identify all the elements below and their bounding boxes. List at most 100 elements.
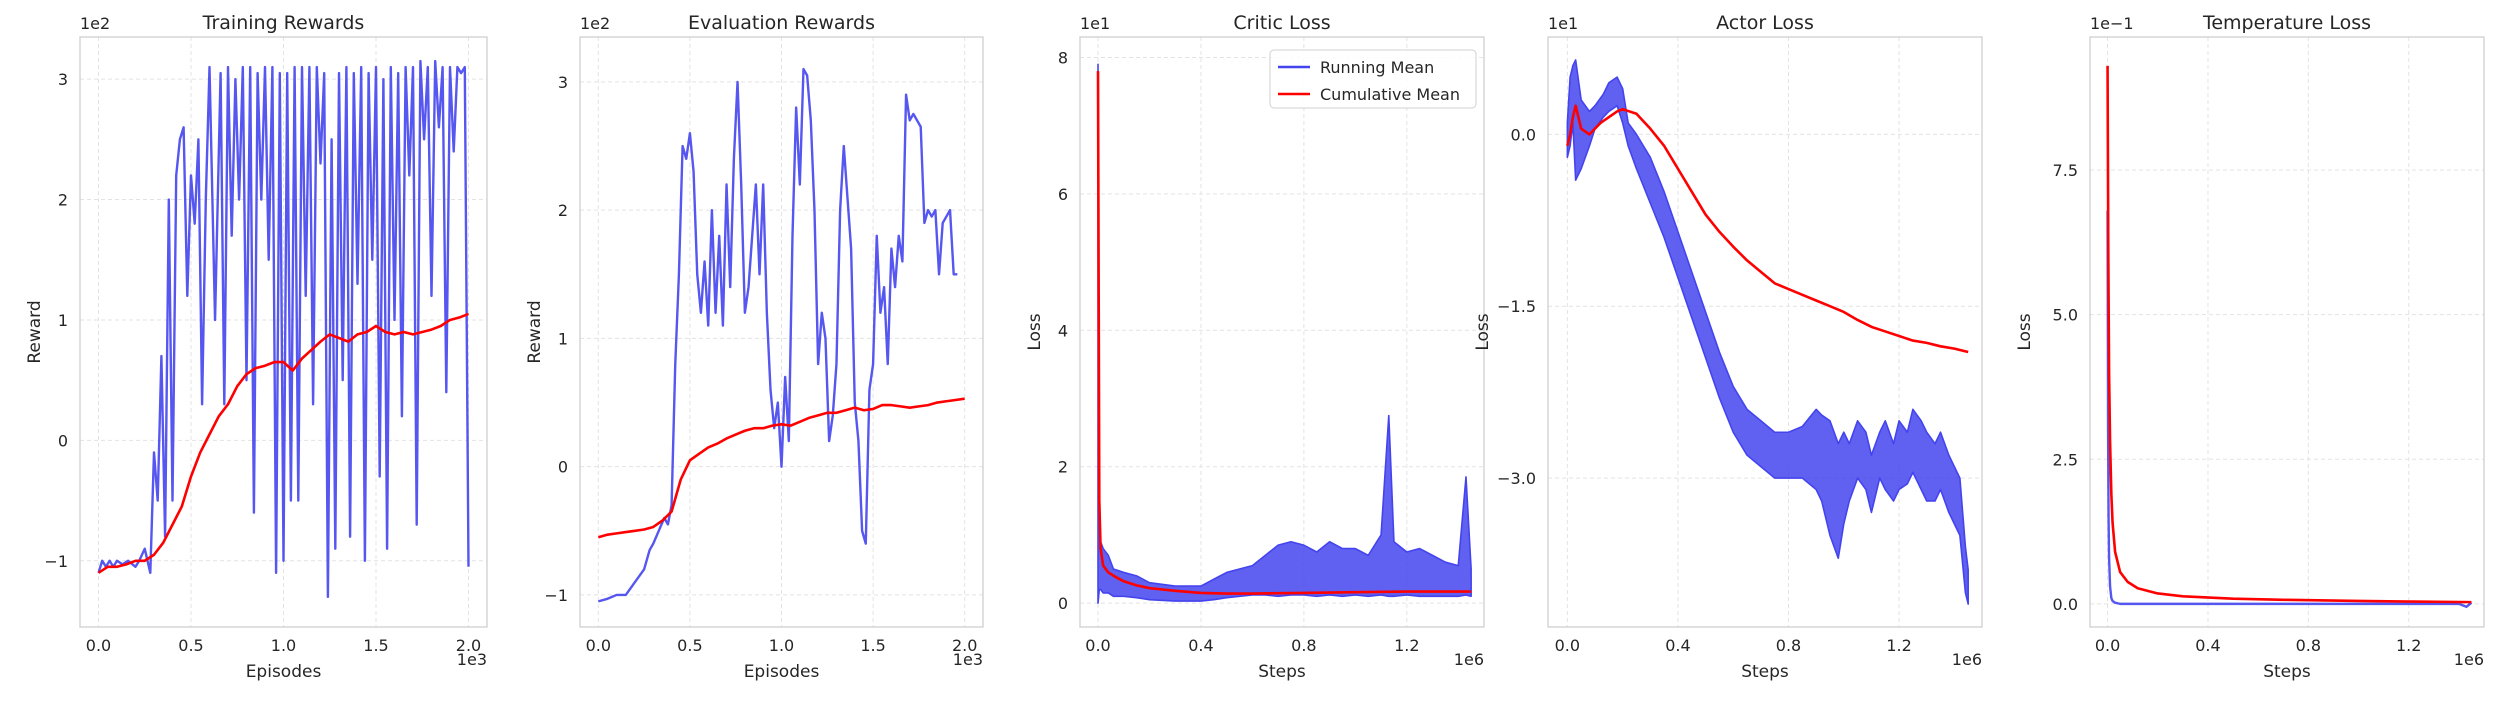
series-line xyxy=(1566,104,1969,354)
chart-title: Temperature Loss xyxy=(2202,12,2371,34)
y-offset-label: 1e1 xyxy=(1080,14,1110,33)
chart-title: Training Rewards xyxy=(202,12,365,34)
legend: Running Mean Cumulative Mean xyxy=(1269,49,1477,109)
y-tick-label: −1 xyxy=(544,586,568,605)
x-axis-label: Episodes xyxy=(744,662,820,682)
x-offset-label: 1e6 xyxy=(1952,650,1982,669)
y-tick-label: 0 xyxy=(558,458,568,477)
chart-panel-4: 0.0 0.4 0.8 1.2 0.0 −1.5 −3.0 1e1 1e6 Actor Loss S… xyxy=(1473,12,1983,682)
chart-panel-3: 0.0 0.4 0.8 1.2 0 2 4 6 8 1e1 1e6 Critic Loss Steps L… xyxy=(1025,12,1485,682)
x-tick-label: 0.4 xyxy=(1665,636,1690,655)
x-tick-label: 1.2 xyxy=(1886,636,1911,655)
x-axis-label: Steps xyxy=(2263,662,2311,682)
series-line xyxy=(597,67,958,603)
plot-area xyxy=(597,67,965,603)
chart-panel-5: 0.0 0.4 0.8 1.2 0.0 2.5 5.0 7.5 1e−1 1e6 Temperatu… xyxy=(2015,12,2485,682)
x-tick-label: 2.0 xyxy=(952,636,977,655)
y-axis-label: Loss xyxy=(2015,313,2035,350)
x-tick-label: 0.5 xyxy=(677,636,702,655)
plot-area xyxy=(1096,63,1472,604)
x-tick-label: 0.4 xyxy=(1188,636,1213,655)
x-tick-label: 1.0 xyxy=(271,636,296,655)
x-tick-label: 0.0 xyxy=(1555,636,1580,655)
x-tick-label: 0.4 xyxy=(2195,636,2220,655)
x-tick-label: 0.0 xyxy=(1085,636,1110,655)
y-axis-label: Loss xyxy=(1025,313,1045,350)
series-line xyxy=(2106,65,2472,604)
chart-title: Actor Loss xyxy=(1716,12,1814,34)
x-offset-label: 1e6 xyxy=(1454,650,1484,669)
axes-frame xyxy=(79,36,488,628)
y-tick-label: 5.0 xyxy=(2053,306,2078,325)
axes-frame xyxy=(1079,36,1485,628)
x-axis-label: Steps xyxy=(1258,662,1306,682)
x-tick-label: 0.0 xyxy=(2095,636,2120,655)
y-tick-label: 0.0 xyxy=(2053,595,2078,614)
x-tick-label: 0.8 xyxy=(1291,636,1316,655)
x-tick-label: 0.5 xyxy=(178,636,203,655)
x-tick-label: 1.5 xyxy=(363,636,388,655)
plot-area xyxy=(2106,65,2473,608)
y-tick-label: 0.0 xyxy=(1511,125,1536,144)
y-offset-label: 1e−1 xyxy=(2090,14,2134,33)
x-axis-label: Steps xyxy=(1741,662,1789,682)
x-tick-label: 1.2 xyxy=(2396,636,2421,655)
series-line xyxy=(97,312,469,574)
x-offset-label: 1e3 xyxy=(953,650,983,669)
y-tick-label: 7.5 xyxy=(2053,161,2078,180)
x-tick-label: 1.5 xyxy=(860,636,885,655)
y-axis-label: Reward xyxy=(525,300,545,363)
y-tick-label: −1 xyxy=(44,552,68,571)
y-tick-label: 2 xyxy=(58,191,68,210)
legend-label: Running Mean xyxy=(1320,58,1434,77)
chart-panel-1: 0.0 0.5 1.0 1.5 2.0 −1 0 1 2 3 1e2 1e3 Training Rewa… xyxy=(25,12,488,682)
y-tick-label: 2.5 xyxy=(2053,450,2078,469)
series-line xyxy=(1096,71,1472,595)
y-tick-label: −1.5 xyxy=(1497,297,1536,316)
x-tick-label: 1.2 xyxy=(1394,636,1419,655)
legend-label: Cumulative Mean xyxy=(1320,85,1460,104)
legend-box xyxy=(1269,49,1477,109)
x-tick-label: 2.0 xyxy=(456,636,481,655)
axes-frame xyxy=(579,36,984,628)
chart-title: Critic Loss xyxy=(1233,12,1330,34)
series-line xyxy=(2106,210,2473,608)
x-tick-label: 0.0 xyxy=(586,636,611,655)
x-axis-label: Episodes xyxy=(246,662,322,682)
chart-panel-2: 0.0 0.5 1.0 1.5 2.0 −1 0 1 2 3 1e2 1e3 Evaluation Re… xyxy=(525,12,984,682)
y-tick-label: 1 xyxy=(558,329,568,348)
plot-area xyxy=(1566,59,1969,605)
series-line xyxy=(97,59,470,599)
y-tick-label: 0 xyxy=(1058,594,1068,613)
y-axis-label: Loss xyxy=(1473,313,1493,350)
x-tick-label: 0.0 xyxy=(86,636,111,655)
series-line xyxy=(597,397,965,539)
plot-area xyxy=(97,59,470,599)
y-tick-label: 8 xyxy=(1058,48,1068,67)
y-tick-label: 1 xyxy=(58,311,68,330)
y-axis-label: Reward xyxy=(25,300,45,363)
y-offset-label: 1e2 xyxy=(80,14,110,33)
axes-frame xyxy=(1547,36,1983,628)
x-tick-label: 1.0 xyxy=(769,636,794,655)
y-tick-label: 4 xyxy=(1058,321,1068,340)
y-tick-label: 2 xyxy=(558,201,568,220)
axes-frame xyxy=(2089,36,2485,628)
series-band xyxy=(1097,63,1472,604)
x-offset-label: 1e3 xyxy=(457,650,487,669)
chart-title: Evaluation Rewards xyxy=(688,12,875,34)
series-band xyxy=(1566,59,1969,605)
y-offset-label: 1e2 xyxy=(580,14,610,33)
y-tick-label: −3.0 xyxy=(1497,469,1536,488)
x-tick-label: 0.8 xyxy=(2296,636,2321,655)
y-tick-label: 0 xyxy=(58,431,68,450)
y-tick-label: 2 xyxy=(1058,458,1068,477)
y-tick-label: 3 xyxy=(558,73,568,92)
x-tick-label: 0.8 xyxy=(1776,636,1801,655)
y-tick-label: 3 xyxy=(58,70,68,89)
x-offset-label: 1e6 xyxy=(2454,650,2484,669)
y-offset-label: 1e1 xyxy=(1548,14,1578,33)
y-tick-label: 6 xyxy=(1058,185,1068,204)
